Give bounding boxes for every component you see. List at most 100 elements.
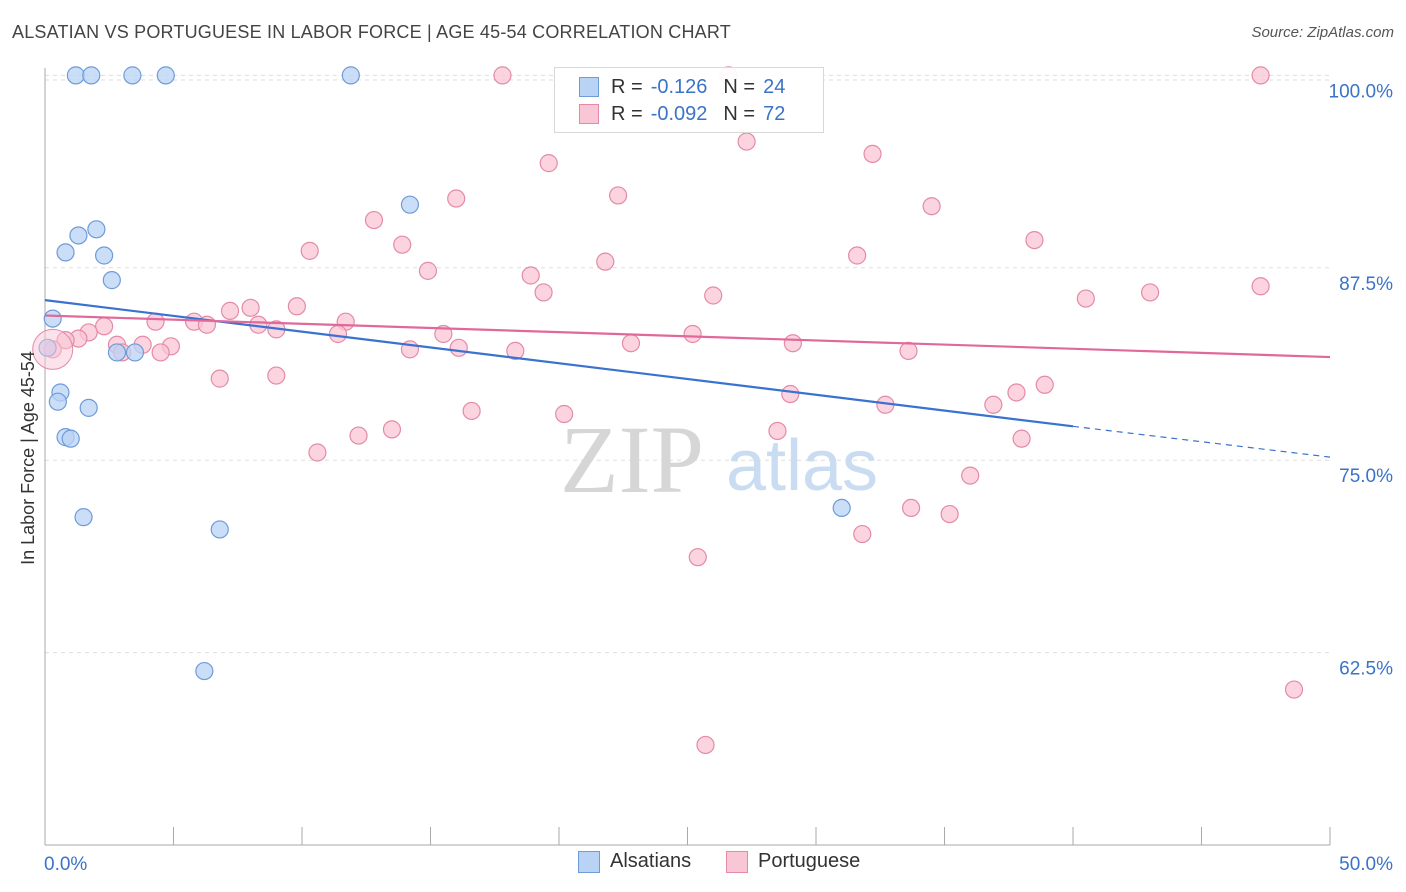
portuguese-point xyxy=(267,366,286,385)
portuguese-point xyxy=(863,144,882,163)
y-tick-label: 87.5% xyxy=(1339,274,1393,295)
x-tick-label: 50.0% xyxy=(1339,854,1393,875)
alsatian-point xyxy=(43,309,62,328)
alsatian-point xyxy=(87,220,106,239)
alsatian-point xyxy=(61,429,80,448)
portuguese-point xyxy=(364,210,384,230)
y-tick-label: 100.0% xyxy=(1329,81,1394,102)
n-label: N = xyxy=(723,102,756,125)
portuguese-point xyxy=(146,312,165,331)
alsatian-point xyxy=(102,271,121,290)
portuguese-point xyxy=(349,426,368,445)
y-tick-label: 75.0% xyxy=(1339,466,1393,487)
alsatian-point xyxy=(79,398,98,417)
portuguese-point xyxy=(688,548,707,567)
portuguese-point xyxy=(210,369,229,388)
alsatian-point xyxy=(82,66,101,85)
legend-row-alsatians: R = -0.126 N = 24 xyxy=(579,74,785,100)
portuguese-legend-swatch xyxy=(726,850,748,873)
portuguese-point xyxy=(704,286,723,305)
y-tick-label: 62.5% xyxy=(1339,659,1393,680)
portuguese-trend-line xyxy=(44,314,1331,359)
portuguese-point xyxy=(783,334,802,353)
portuguese-point xyxy=(555,404,574,424)
portuguese-point xyxy=(539,154,558,173)
portuguese-point xyxy=(382,420,402,439)
portuguese-point xyxy=(781,384,800,404)
n-value: 24 xyxy=(763,75,786,98)
portuguese-point xyxy=(418,261,438,280)
alsatian-point xyxy=(125,343,145,362)
portuguese-point xyxy=(922,197,941,216)
alsatian-point xyxy=(66,66,85,85)
portuguese-point xyxy=(300,241,319,260)
alsatian-point xyxy=(69,226,88,245)
portuguese-point xyxy=(984,395,1003,414)
portuguese-point xyxy=(1007,383,1026,402)
portuguese-point xyxy=(462,401,481,421)
x-tick-label: 0.0% xyxy=(44,854,87,875)
portuguese-point xyxy=(449,338,468,357)
r-value: -0.092 xyxy=(650,102,708,125)
r-label: R = xyxy=(611,102,643,125)
portuguese-point xyxy=(1140,283,1160,302)
alsatians-legend-swatch xyxy=(578,850,600,873)
chart-title: ALSATIAN VS PORTUGUESE IN LABOR FORCE | … xyxy=(12,22,731,42)
y-axis-label: In Labor Force | Age 45-54 xyxy=(18,351,38,565)
alsatian-point xyxy=(56,243,75,262)
portuguese-swatch xyxy=(579,104,599,124)
portuguese-point xyxy=(220,301,240,320)
portuguese-point xyxy=(737,132,756,151)
alsatian-point xyxy=(832,498,851,518)
source-label: Source: ZipAtlas.com xyxy=(1251,24,1394,41)
alsatian-point xyxy=(95,246,114,265)
r-value: -0.126 xyxy=(650,75,708,98)
alsatian-point xyxy=(210,520,229,539)
portuguese-point xyxy=(901,498,921,518)
alsatian-trend-extension xyxy=(1072,425,1331,458)
portuguese-point xyxy=(899,341,918,361)
portuguese-point xyxy=(447,189,466,208)
portuguese-point xyxy=(1251,277,1270,296)
portuguese-point xyxy=(1251,66,1270,85)
trend-lines xyxy=(44,299,1331,458)
legend-item-alsatians[interactable]: Alsatians xyxy=(578,850,691,873)
watermark-zip: ZIP xyxy=(560,406,704,513)
alsatians-swatch xyxy=(579,77,599,97)
alsatian-point xyxy=(341,66,360,85)
portuguese-point xyxy=(1284,680,1304,699)
portuguese-point xyxy=(596,252,615,271)
watermark: ZIP atlas xyxy=(560,406,878,513)
alsatian-point xyxy=(195,661,214,681)
portuguese-point xyxy=(853,524,872,544)
portuguese-point xyxy=(493,66,512,85)
portuguese-point xyxy=(534,283,553,302)
watermark-atlas: atlas xyxy=(726,426,878,506)
portuguese-point xyxy=(696,735,715,755)
r-label: R = xyxy=(611,75,643,98)
alsatian-point xyxy=(123,66,142,85)
portuguese-point xyxy=(848,246,867,265)
axis-labels: 62.5% 75.0% 87.5% 100.0% 0.0% 50.0% xyxy=(44,81,1393,875)
portuguese-point xyxy=(328,324,348,344)
portuguese-point xyxy=(506,341,525,361)
portuguese-point xyxy=(1012,429,1031,448)
axes xyxy=(44,68,1331,846)
portuguese-point xyxy=(961,466,980,485)
alsatians-legend-label: Alsatians xyxy=(610,850,692,872)
portuguese-point xyxy=(521,266,540,285)
portuguese-point xyxy=(151,343,170,362)
portuguese-point xyxy=(621,334,641,353)
portuguese-legend-label: Portuguese xyxy=(758,850,861,872)
portuguese-point xyxy=(95,317,114,336)
portuguese-point xyxy=(434,324,453,344)
stats-legend: R = -0.126 N = 24 R = -0.092 N = 72 xyxy=(554,67,824,133)
alsatian-point xyxy=(74,508,93,527)
n-label: N = xyxy=(723,75,756,98)
legend-item-portuguese[interactable]: Portuguese xyxy=(726,850,860,873)
portuguese-point xyxy=(1025,230,1044,250)
n-value: 72 xyxy=(763,102,786,125)
portuguese-point xyxy=(609,186,628,205)
portuguese-point xyxy=(393,235,412,254)
